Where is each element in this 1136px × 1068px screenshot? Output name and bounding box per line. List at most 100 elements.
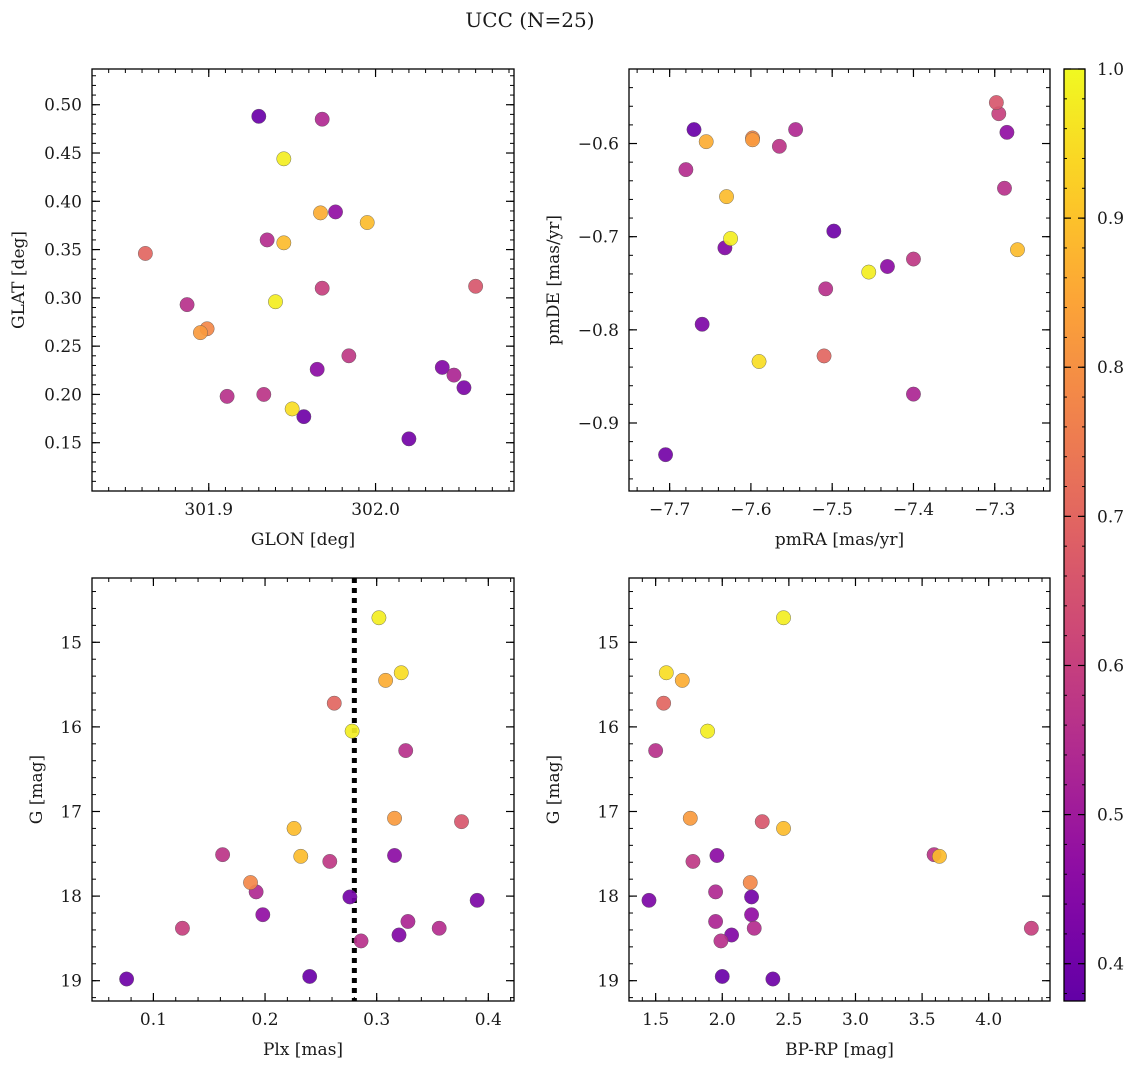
data-point: [719, 189, 734, 205]
data-point: [341, 348, 357, 364]
y-axis-label: G [mag]: [544, 755, 564, 824]
data-point: [434, 359, 450, 375]
data-point: [175, 920, 190, 936]
data-point: [742, 875, 758, 890]
y-tick-label-17: 17: [60, 802, 82, 822]
x-tick-label-0p2: 0.2: [252, 1010, 279, 1030]
x-tick-label-3p5: 3.5: [909, 1010, 936, 1030]
x-tick-label-2p5: 2.5: [775, 1010, 802, 1030]
data-point: [880, 259, 895, 274]
data-point: [708, 914, 723, 929]
colorbar-gradient: [1063, 68, 1086, 1002]
data-point: [744, 889, 759, 905]
y-axis-label: GLAT [deg]: [9, 231, 29, 329]
data-point: [658, 447, 673, 463]
data-point: [826, 223, 842, 239]
panel-plx-vs-g: 0.1 0.2 0.3 0.4 15 16 17 18 19 Plx [mas] G [mag]: [27, 577, 515, 1060]
data-point: [997, 180, 1012, 196]
y-tick-label-16: 16: [597, 718, 619, 738]
data-point: [431, 920, 447, 936]
y-tick-label-15: 15: [60, 633, 82, 653]
data-point: [119, 971, 135, 987]
data-point: [694, 316, 710, 332]
y-tick-label-0p45: 0.45: [44, 144, 82, 164]
data-point: [387, 848, 402, 863]
data-point: [709, 848, 725, 863]
data-point: [932, 848, 947, 864]
data-point: [313, 205, 328, 221]
colorbar-tick-label-0p6: 0.6: [1097, 656, 1124, 676]
panel-pmra-vs-pmde: −7.7 −7.6 −7.5 −7.4 −7.3 −0.9 −0.8 −0.7 −0.6 pmRA…: [544, 68, 1051, 550]
colorbar-tick-label-1p0: 1.0: [1097, 60, 1124, 80]
data-point: [713, 933, 729, 949]
data-point: [328, 204, 343, 220]
colorbar-tick-label-0p5: 0.5: [1097, 806, 1124, 826]
x-tick-label-m7p4: −7.4: [893, 500, 934, 520]
data-point: [391, 927, 407, 943]
x-tick-label-0p3: 0.3: [363, 1010, 390, 1030]
y-tick-label-0p15: 0.15: [44, 434, 82, 454]
data-point: [678, 162, 694, 178]
colorbar-tick-label-0p4: 0.4: [1097, 955, 1124, 975]
data-point: [641, 892, 657, 908]
data-point: [309, 361, 325, 377]
data-point: [754, 814, 770, 830]
pm-axes-frame: [628, 68, 1051, 492]
colorbar-tick-label-0p8: 0.8: [1097, 358, 1124, 378]
y-tick-label-19: 19: [60, 972, 82, 992]
data-point: [698, 134, 714, 150]
data-point: [469, 892, 485, 908]
data-point: [656, 695, 672, 711]
data-point: [137, 246, 153, 261]
y-tick-label-19: 19: [597, 972, 619, 992]
plx-g-axes-frame: [91, 577, 515, 1002]
data-point: [293, 848, 309, 864]
data-point: [456, 380, 472, 396]
x-tick-label-4p0: 4.0: [975, 1010, 1002, 1030]
data-point: [322, 854, 338, 869]
y-axis-label: G [mag]: [27, 755, 47, 824]
y-tick-label-m0p7: −0.7: [578, 228, 619, 248]
data-point: [818, 281, 834, 297]
y-tick-label-0p20: 0.20: [44, 385, 82, 405]
data-point: [344, 723, 360, 739]
data-point: [714, 969, 730, 984]
data-point: [243, 875, 258, 890]
data-point: [446, 367, 462, 383]
x-tick-label-2p0: 2.0: [709, 1010, 736, 1030]
data-point: [454, 814, 469, 830]
data-point: [401, 431, 417, 447]
data-point: [906, 386, 921, 402]
x-tick-label-0p4: 0.4: [475, 1010, 502, 1030]
cmd-axes-frame: [628, 577, 1051, 1002]
data-point: [776, 610, 791, 626]
data-point: [751, 354, 767, 369]
data-point: [268, 294, 283, 310]
data-point: [215, 847, 231, 863]
data-point: [342, 889, 358, 905]
data-point: [988, 95, 1004, 110]
data-point: [686, 122, 702, 137]
data-point: [723, 231, 738, 246]
data-point: [314, 111, 330, 127]
x-axis-label: Plx [mas]: [263, 1040, 343, 1060]
data-point: [999, 124, 1015, 140]
x-axis-label: pmRA [mas/yr]: [775, 530, 904, 550]
y-tick-label-0p50: 0.50: [44, 96, 82, 116]
data-point: [296, 409, 312, 425]
figure-title: UCC (N=25): [465, 8, 594, 32]
colorbar: 0.4 0.5 0.6 0.7 0.8 0.9 1.0: [1063, 60, 1124, 1002]
colorbar-tick-label-0p7: 0.7: [1097, 507, 1124, 527]
data-point: [326, 695, 342, 711]
data-point: [398, 743, 414, 758]
glon-glat-axes-frame: [91, 68, 515, 492]
x-tick-label-m7p3: −7.3: [974, 500, 1015, 520]
x-tick-label-301p9: 301.9: [184, 500, 233, 520]
data-point: [861, 264, 877, 280]
data-point: [746, 920, 762, 936]
y-tick-label-m0p9: −0.9: [578, 414, 619, 434]
panel-color-magnitude: 1.5 2.0 2.5 3.0 3.5 4.0 15 16 17 18 19 BP-RP [mag] G…: [544, 577, 1051, 1060]
data-point: [771, 138, 787, 154]
data-point: [378, 672, 394, 688]
